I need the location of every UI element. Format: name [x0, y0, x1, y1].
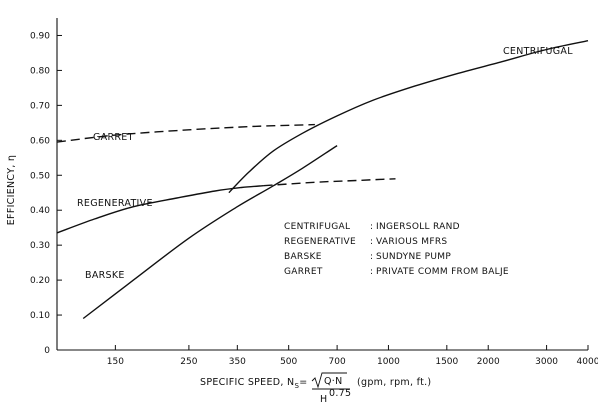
y-tick-label: 0.80	[30, 66, 50, 76]
curves	[56, 40, 589, 320]
tick-labels: 0 0.10 0.20 0.30 0.40 0.50 0.60 0.70 0.80 0.90 150…	[30, 31, 598, 367]
axes	[56, 18, 589, 351]
legend-separator: :	[370, 237, 373, 247]
x-tick-label: 1000	[377, 357, 400, 367]
x-axis-label-numerator: Q·N	[324, 376, 343, 387]
legend-separator: :	[370, 222, 373, 232]
curve-labels: CENTRIFUGAL GARRET REGENERATIVE BARSKE	[77, 46, 573, 281]
y-tick-label: 0.10	[30, 311, 50, 321]
x-tick-label: 500	[280, 357, 297, 367]
series-regenerative-solid	[56, 185, 264, 234]
x-axis-label-exponent: 0.75	[329, 388, 351, 399]
x-tick-label: 1500	[435, 357, 458, 367]
x-tick-label: 4000	[577, 357, 598, 367]
y-tick-label: 0.90	[30, 31, 50, 41]
x-tick-label: 150	[107, 357, 124, 367]
curve-label-garret: GARRET	[93, 132, 134, 143]
series-barske-solid	[82, 145, 338, 320]
curve-label-barske: BARSKE	[85, 270, 125, 281]
x-axis-label-units: (gpm, rpm, ft.)	[357, 377, 431, 388]
curve-label-regenerative: REGENERATIVE	[77, 198, 153, 209]
legend-key-barske: BARSKE	[284, 252, 322, 262]
legend-key-garret: GARRET	[284, 267, 323, 277]
x-axis-label-prefix: SPECIFIC SPEED, N	[200, 377, 294, 388]
svg-text:SPECIFIC SPEED, NS=: SPECIFIC SPEED, NS=	[200, 377, 307, 390]
y-tick-label: 0.70	[30, 101, 50, 111]
legend-value-garret: PRIVATE COMM FROM BALJE	[376, 267, 509, 277]
x-tick-label: 700	[329, 357, 346, 367]
y-tick-label: 0.30	[30, 241, 50, 251]
x-axis-label-eq: =	[299, 377, 307, 388]
series-garret-dashed	[56, 123, 315, 143]
curve-label-centrifugal: CENTRIFUGAL	[503, 46, 573, 57]
y-tick-label: 0.40	[30, 206, 50, 216]
legend-key-regenerative: REGENERATIVE	[284, 237, 356, 247]
legend-separator: :	[370, 252, 373, 262]
legend-key-centrifugal: CENTRIFUGAL	[284, 222, 350, 232]
legend-value-barske: SUNDYNE PUMP	[376, 252, 451, 262]
series-centrifugal-solid	[228, 40, 589, 194]
legend-value-centrifugal: INGERSOLL RAND	[376, 222, 460, 232]
x-axis-label: SPECIFIC SPEED, NS= Q·N H 0.75 (gpm, rpm…	[200, 372, 431, 405]
y-tick-label: 0.20	[30, 276, 50, 286]
y-tick-label: 0.50	[30, 171, 50, 181]
sqrt-sign	[311, 372, 347, 389]
x-tick-label: 3000	[535, 357, 558, 367]
legend-value-regenerative: VARIOUS MFRS	[376, 237, 447, 247]
y-tick-label: 0	[44, 346, 50, 356]
y-axis-label: EFFICIENCY, η	[6, 155, 17, 226]
x-tick-label: 2000	[477, 357, 500, 367]
y-tick-label: 0.60	[30, 136, 50, 146]
series-regenerative-dashed	[263, 178, 396, 187]
x-axis-label-sub: S	[294, 382, 299, 390]
x-tick-label: 350	[229, 357, 246, 367]
x-axis-label-denominator: H	[320, 394, 327, 405]
legend-separator: :	[370, 267, 373, 277]
x-tick-label: 250	[180, 357, 197, 367]
